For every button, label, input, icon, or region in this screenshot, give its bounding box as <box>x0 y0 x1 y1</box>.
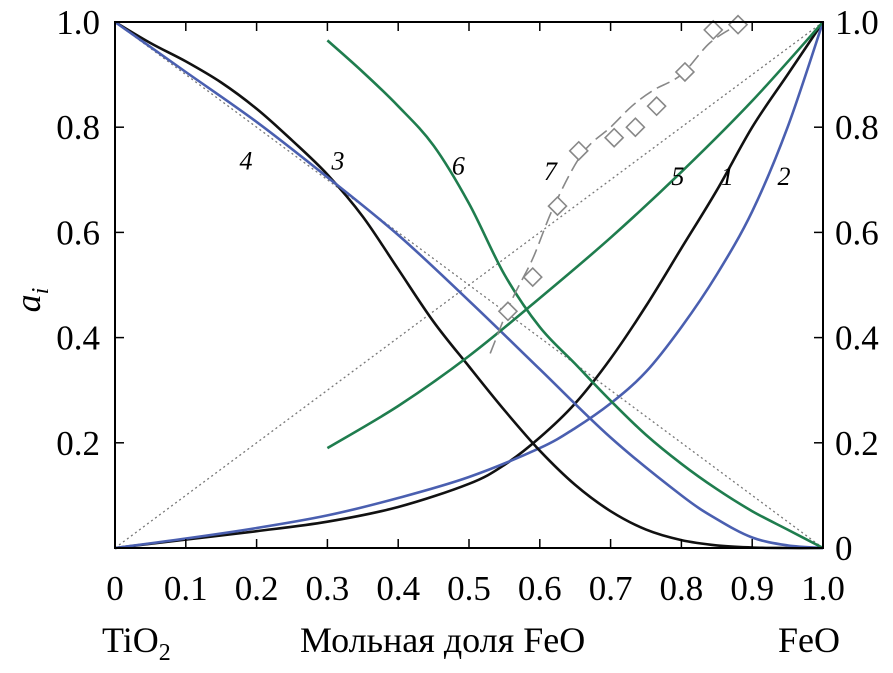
y-tick-label-left: 0.8 <box>56 108 100 147</box>
series-7-marker <box>522 266 543 288</box>
series-7-marker <box>646 96 667 117</box>
x-tick-label: 0.9 <box>730 569 774 608</box>
y-axis-label: ai <box>8 288 54 313</box>
x-tick-label: 0.4 <box>376 569 420 608</box>
curve-label-5: 5 <box>671 162 684 191</box>
y-tick-label-left: 0.6 <box>56 213 100 252</box>
x-tick-label: 0.8 <box>660 569 704 608</box>
x-tick-label: 0.5 <box>447 569 491 608</box>
x-tick-label: 0.6 <box>518 569 562 608</box>
x-axis-right-label: FeO <box>778 620 840 660</box>
curve-label-4: 4 <box>239 146 252 175</box>
ticks-layer: 0 0.1 0.2 0.3 0.4 0.5 0.6 0.7 0.8 0.9 1.0 0.2 0.4 0.6… <box>56 3 879 608</box>
series-2-line <box>114 21 825 550</box>
curve-label-6: 6 <box>452 152 465 181</box>
series-7-line <box>489 23 739 354</box>
series-7-marker <box>497 301 519 322</box>
y-axis-label-sub: i <box>28 288 54 295</box>
x-axis-left-label-sub: 2 <box>159 640 171 666</box>
series-7-marker <box>674 61 696 83</box>
series-7-marker <box>703 19 724 41</box>
reference-line-2 <box>114 21 824 549</box>
curve-label-3: 3 <box>331 146 345 175</box>
curves-layer <box>114 20 825 550</box>
curve-label-7: 7 <box>544 157 558 186</box>
y-tick-label-right: 1.0 <box>835 3 879 42</box>
x-tick-label: 0.2 <box>235 569 279 608</box>
y-tick-label-right: 0.6 <box>835 213 879 252</box>
series-3-line <box>114 20 824 550</box>
markers-layer <box>497 14 749 322</box>
x-tick-label: 1.0 <box>801 569 845 608</box>
y-tick-label-right: 0 <box>835 529 853 568</box>
x-tick-label: 0 <box>106 569 124 608</box>
curve-label-1: 1 <box>721 162 734 191</box>
y-tick-label-right: 0.2 <box>835 424 879 463</box>
series-7-marker <box>568 140 589 162</box>
y-axis-label-main: a <box>8 294 48 312</box>
x-tick-label: 0.7 <box>589 569 633 608</box>
y-tick-label-left: 0.4 <box>56 319 100 358</box>
series-7-marker <box>604 127 625 148</box>
y-tick-label-left: 0.2 <box>56 424 100 463</box>
x-axis-left-label: TiO2 <box>102 620 171 666</box>
series-5-line <box>326 21 824 450</box>
y-tick-label-right: 0.8 <box>835 108 879 147</box>
x-tick-label: 0.3 <box>306 569 350 608</box>
series-4-line <box>114 20 824 550</box>
curve-label-2: 2 <box>778 162 791 191</box>
series-7-marker <box>547 195 568 217</box>
series-1-line <box>114 21 825 550</box>
curve-labels-layer: 1 2 3 4 5 6 7 <box>239 146 790 191</box>
series-6-line <box>326 39 824 550</box>
y-tick-label-left: 1.0 <box>56 3 100 42</box>
y-tick-label-right: 0.4 <box>835 319 879 358</box>
x-axis-label: Мольная доля FeO <box>300 620 585 660</box>
reference-lines-layer <box>114 21 824 549</box>
x-tick-label: 0.1 <box>164 569 208 608</box>
series-7-marker <box>625 117 646 138</box>
x-axis-left-label-main: TiO <box>102 620 159 660</box>
series-7-marker <box>727 14 749 35</box>
